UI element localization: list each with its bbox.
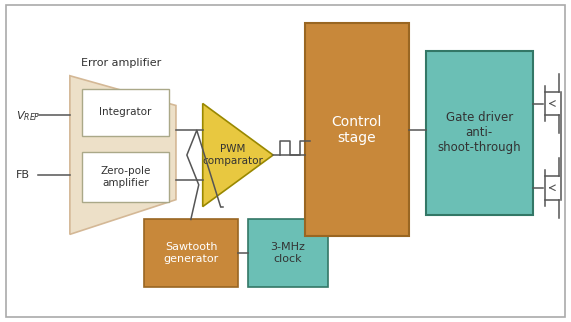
Text: FB: FB [17, 170, 30, 180]
Text: $V_{REF}$: $V_{REF}$ [17, 109, 41, 123]
Polygon shape [70, 76, 176, 234]
Text: Zero-pole
amplifier: Zero-pole amplifier [100, 166, 151, 188]
Text: 3-MHz
clock: 3-MHz clock [271, 242, 305, 264]
Bar [82, 152, 169, 202]
Bar [248, 220, 328, 287]
Text: Control
stage: Control stage [332, 115, 382, 145]
Bar [426, 51, 533, 214]
Bar [305, 23, 409, 236]
Bar [82, 89, 169, 136]
Text: Error amplifier: Error amplifier [81, 58, 162, 68]
Text: Gate driver
anti-
shoot-through: Gate driver anti- shoot-through [437, 111, 521, 154]
Text: Sawtooth
generator: Sawtooth generator [164, 242, 219, 264]
Polygon shape [203, 103, 273, 207]
Bar [144, 220, 239, 287]
Text: PWM
comparator: PWM comparator [203, 144, 263, 166]
Text: Integrator: Integrator [99, 108, 151, 118]
